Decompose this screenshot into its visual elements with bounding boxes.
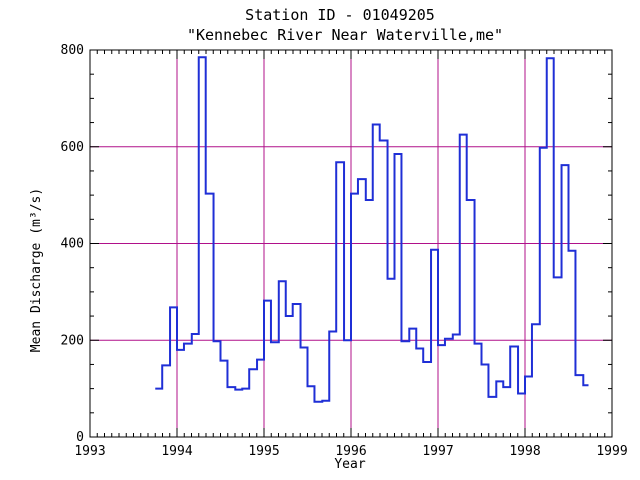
- minor-ticks: [90, 50, 612, 437]
- major-ticks: [89, 49, 613, 438]
- y-tick-label: 0: [76, 430, 84, 445]
- series-line: [155, 56, 589, 403]
- x-tick-label: 1999: [596, 444, 627, 459]
- chart-title-line-1: Station ID - 01049205: [245, 6, 435, 24]
- y-tick-labels: 0 200 400 600 800: [61, 43, 84, 445]
- x-tick-labels: 1993 1994 1995 1996 1997 1998 1999: [74, 444, 627, 459]
- x-axis-label: Year: [334, 457, 365, 472]
- x-tick-label: 1993: [74, 444, 105, 459]
- x-tick-label: 1995: [248, 444, 279, 459]
- x-tick-label: 1997: [422, 444, 453, 459]
- y-axis-label: Mean Discharge (m³/s): [29, 188, 44, 352]
- chart-title-line-2: "Kennebec River Near Waterville,me": [187, 26, 503, 44]
- x-tick-label: 1994: [161, 444, 192, 459]
- x-tick-label: 1998: [509, 444, 540, 459]
- y-tick-label: 800: [61, 43, 84, 58]
- x-tick-label: 1996: [335, 444, 366, 459]
- y-tick-label: 600: [61, 140, 84, 155]
- y-tick-label: 200: [61, 333, 84, 348]
- series-group: [155, 56, 589, 403]
- y-tick-label: 400: [61, 237, 84, 252]
